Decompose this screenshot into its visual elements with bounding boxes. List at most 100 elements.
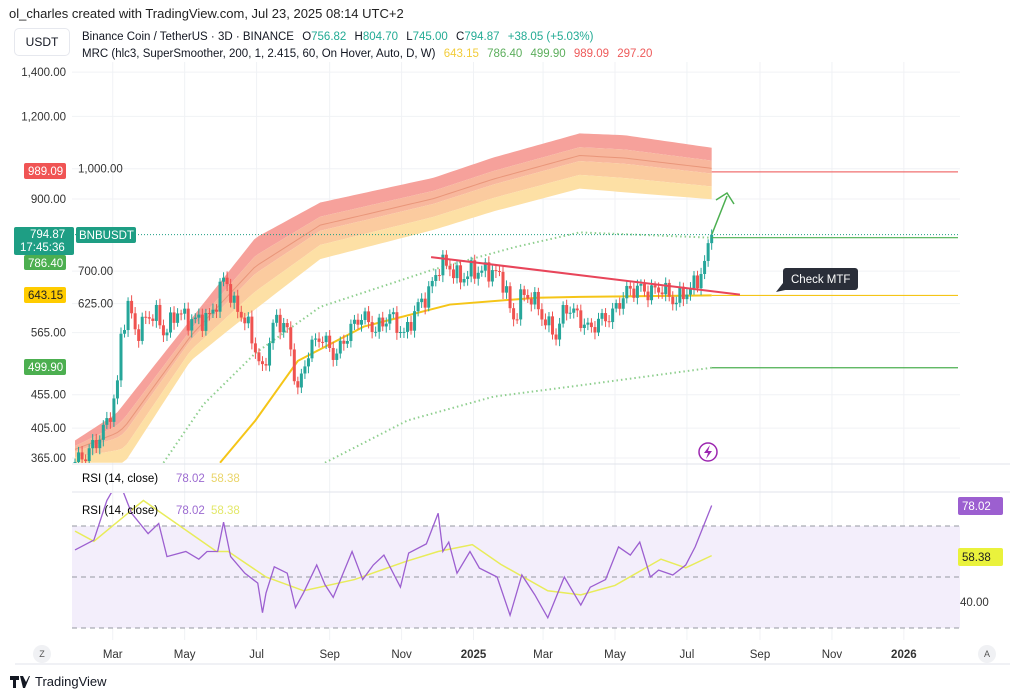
candle-body — [236, 295, 240, 312]
candle-body — [303, 366, 307, 374]
candle-body — [688, 288, 692, 295]
candle-body — [444, 254, 448, 266]
rsi-ma-line — [74, 499, 712, 596]
candle-body — [519, 289, 523, 320]
price-axis-label: 1,000.00 — [78, 164, 123, 176]
candle-body — [508, 286, 512, 309]
callout-pointer — [776, 283, 790, 292]
candle-body — [522, 289, 526, 295]
candle-body — [646, 291, 650, 301]
candle-body — [565, 305, 569, 314]
candle-body — [434, 275, 438, 281]
candle-body — [108, 418, 112, 422]
candle-body — [73, 461, 77, 463]
candle-body — [94, 439, 98, 449]
candle-body — [430, 280, 434, 287]
up-arrow-drawing[interactable] — [711, 191, 735, 235]
candle-body — [600, 313, 604, 319]
candle-body — [703, 260, 707, 274]
candle-body — [200, 314, 204, 331]
rsi-collapsed-legend-ma: 58.38 — [211, 473, 240, 485]
candle-body — [84, 459, 88, 462]
candle-body — [618, 303, 622, 309]
candle-body — [515, 319, 519, 321]
candle-body — [405, 321, 409, 332]
candle-body — [158, 304, 162, 326]
candle-body — [642, 283, 646, 292]
high-label: H — [354, 31, 363, 43]
candle-body — [441, 254, 445, 276]
candle-body — [554, 334, 558, 340]
candle-body — [169, 312, 173, 333]
time-axis-label: Jul — [249, 649, 264, 661]
price-axis-label: 1,400.00 — [21, 67, 66, 79]
candle-body — [699, 273, 703, 289]
countdown-text: 17:45:36 — [20, 242, 65, 254]
currency-button[interactable]: USDT — [14, 28, 70, 56]
time-axis[interactable]: Mar May Jul Sep Nov 2025 Mar May Jul Sep Nov 2026 — [103, 649, 917, 661]
candle-body — [211, 309, 215, 314]
price-axis-label: 565.00 — [31, 328, 66, 340]
candle-body — [625, 285, 629, 299]
candle-body — [423, 298, 427, 308]
candle-body — [352, 319, 356, 324]
lightning-icon[interactable] — [698, 442, 718, 462]
candle-body — [123, 330, 127, 334]
time-axis-label: Mar — [103, 649, 123, 661]
open-label: O — [302, 31, 312, 43]
candle-body — [526, 294, 530, 299]
price-axis[interactable]: 1,400.00 1,200.00 1,000.00 900.00 700.00 625.… — [21, 67, 123, 465]
candle-body — [582, 324, 586, 328]
candle-body — [321, 341, 325, 343]
candle-body — [218, 281, 222, 312]
candle-body — [314, 338, 318, 340]
candle-body — [190, 319, 194, 331]
candle-body — [614, 303, 618, 309]
tradingview-logo[interactable]: TradingView — [10, 674, 107, 689]
rsi-legend-name: RSI (14, close) — [82, 505, 158, 517]
candle-body — [381, 317, 385, 327]
candle-body — [681, 286, 685, 300]
symbol-badge-text: BNBUSDT — [79, 230, 134, 242]
candle-body — [671, 296, 675, 305]
candle-body — [204, 313, 208, 331]
candle-body — [692, 275, 696, 289]
mrc-mean-value: 643.15 — [443, 48, 479, 60]
mean-badge — [24, 287, 66, 303]
cloud-layer — [75, 161, 712, 458]
price-axis-label: 365.00 — [31, 453, 66, 465]
candle-body — [183, 308, 187, 314]
candle-body — [696, 275, 700, 289]
tradingview-logo-icon — [10, 675, 30, 688]
candle-body — [710, 234, 714, 244]
price-axis-label: 405.00 — [31, 423, 66, 435]
candle-body — [292, 349, 296, 382]
candle-body — [483, 262, 487, 271]
candle-body — [161, 325, 165, 336]
candle-body — [176, 313, 180, 323]
candle-body — [547, 316, 551, 326]
low-label: L — [406, 31, 413, 43]
candle-body — [466, 276, 470, 280]
candle-body — [275, 314, 279, 323]
mrc-bands — [162, 231, 712, 463]
candle-body — [137, 329, 141, 341]
candle-body — [154, 304, 158, 321]
candle-body — [476, 272, 480, 279]
last-price-text: 794.87 — [30, 229, 65, 241]
time-axis-label: Sep — [319, 649, 339, 661]
candle-body — [391, 312, 395, 315]
candle-body — [289, 327, 293, 350]
candle-body — [271, 322, 275, 344]
zoom-reset-button[interactable]: Z — [33, 645, 51, 663]
candle-body — [246, 316, 250, 324]
auto-scale-button[interactable]: A — [978, 645, 996, 663]
rsi-legend-value: 78.02 — [176, 505, 205, 517]
candle-body — [487, 262, 491, 282]
candle-body — [621, 298, 625, 309]
price-axis-label: 900.00 — [31, 194, 66, 206]
check-mtf-callout[interactable] — [783, 268, 858, 290]
rsi-collapsed-legend-value: 78.02 — [176, 473, 205, 485]
candle-body — [635, 285, 639, 298]
